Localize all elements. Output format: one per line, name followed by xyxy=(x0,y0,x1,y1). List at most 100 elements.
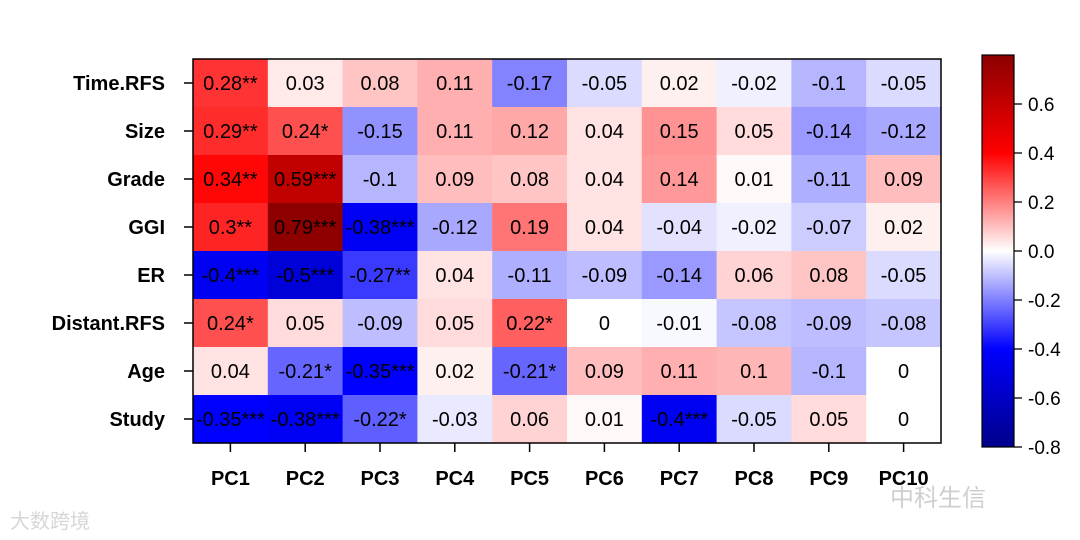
cell-label-r1-c7: 0.05 xyxy=(735,121,774,143)
cell-label-r2-c1: 0.59*** xyxy=(274,169,336,191)
heatmap-cell-r2-c3 xyxy=(417,155,493,204)
heatmap-cell-r0-c7 xyxy=(716,59,792,108)
colorbar: -0.8 -0.6 -0.4 -0.2 0.0 0.2 0.4 0.6 xyxy=(981,54,1061,459)
heatmap-cell-r1-c0 xyxy=(193,107,269,156)
cell-label-r2-c9: 0.09 xyxy=(884,169,923,191)
cell-label-r4-c0: -0.4*** xyxy=(201,265,259,287)
cell-label-r3-c9: 0.02 xyxy=(884,217,923,239)
heatmap-cell-r6-c8 xyxy=(791,347,867,396)
cell-label-r7-c0: -0.35*** xyxy=(196,409,265,431)
cell-label-r7-c3: -0.03 xyxy=(432,409,478,431)
heatmap-cell-r5-c7 xyxy=(716,299,792,348)
cell-label-r6-c2: -0.35*** xyxy=(346,361,415,383)
heatmap-cell-r5-c0 xyxy=(193,299,269,348)
cell-label-r7-c1: -0.38*** xyxy=(271,409,340,431)
cell-label-r4-c1: -0.5*** xyxy=(276,265,334,287)
row-label-2: Grade xyxy=(107,169,165,191)
heatmap-cell-r2-c4 xyxy=(492,155,568,204)
col-label-9: PC10 xyxy=(879,468,929,490)
cell-label-r4-c8: 0.08 xyxy=(809,265,848,287)
col-label-3: PC4 xyxy=(435,468,475,490)
colorbar-gradient xyxy=(981,54,1015,448)
cell-label-r0-c1: 0.03 xyxy=(286,73,325,95)
cell-label-r4-c4: -0.11 xyxy=(508,265,552,287)
heatmap-cell-r6-c0 xyxy=(193,347,269,396)
cell-label-r1-c3: 0.11 xyxy=(436,121,473,143)
cell-label-r6-c8: -0.1 xyxy=(812,361,846,383)
cell-label-r7-c6: -0.4*** xyxy=(650,409,708,431)
heatmap-cell-r2-c6 xyxy=(641,155,718,204)
row-label-6: Age xyxy=(127,361,165,383)
cell-label-r0-c0: 0.28** xyxy=(203,73,258,95)
cell-label-r3-c6: -0.04 xyxy=(656,217,702,239)
col-label-6: PC7 xyxy=(660,468,699,490)
cell-label-r5-c1: 0.05 xyxy=(286,313,325,335)
heatmap-cell-r6-c6 xyxy=(641,347,718,396)
heatmap-cell-r1-c4 xyxy=(492,107,568,156)
cell-label-r5-c2: -0.09 xyxy=(357,313,403,335)
cell-label-r2-c5: 0.04 xyxy=(585,169,624,191)
heatmap-cell-r3-c0 xyxy=(193,203,269,252)
cell-label-r3-c0: 0.3** xyxy=(209,217,253,239)
cell-label-r7-c4: 0.06 xyxy=(510,409,549,431)
heatmap-cell-r5-c4 xyxy=(492,299,568,348)
row-label-1: Size xyxy=(125,121,165,143)
row-label-7: Study xyxy=(109,409,165,431)
cell-label-r2-c8: -0.11 xyxy=(807,169,851,191)
cell-label-r1-c9: -0.12 xyxy=(881,121,927,143)
heatmap-cell-r3-c4 xyxy=(492,203,568,252)
cell-label-r6-c1: -0.21* xyxy=(279,361,333,383)
heatmap-cell-r7-c2 xyxy=(342,395,418,444)
col-label-1: PC2 xyxy=(286,468,325,490)
heatmap-cell-r6-c4 xyxy=(492,347,568,396)
cell-label-r5-c9: -0.08 xyxy=(881,313,927,335)
heatmap-cell-r2-c2 xyxy=(342,155,418,204)
heatmap-cell-r0-c5 xyxy=(567,59,643,108)
heatmap-cell-r0-c1 xyxy=(267,59,344,108)
heatmap-cell-r6-c1 xyxy=(267,347,344,396)
cell-label-r2-c3: 0.09 xyxy=(435,169,474,191)
cell-label-r4-c6: -0.14 xyxy=(656,265,702,287)
cell-label-r3-c5: 0.04 xyxy=(585,217,624,239)
colorbar-tick-label-2: -0.4 xyxy=(1028,340,1061,361)
heatmap-cell-r5-c6 xyxy=(641,299,718,348)
heatmap-cell-r1-c3 xyxy=(417,107,493,156)
heatmap-cell-r7-c3 xyxy=(417,395,493,444)
cell-label-r3-c4: 0.19 xyxy=(510,217,549,239)
heatmap-cell-r0-c8 xyxy=(791,59,867,108)
col-label-5: PC6 xyxy=(585,468,624,490)
cell-label-r7-c2: -0.22* xyxy=(353,409,407,431)
colorbar-tick-label-3: -0.2 xyxy=(1028,291,1061,312)
column-axis: PC1 PC2 PC3 PC4 PC5 PC6 PC7 PC8 PC9 PC10 xyxy=(211,443,929,490)
cell-label-r2-c6: 0.14 xyxy=(660,169,699,191)
cell-label-r5-c4: 0.22* xyxy=(506,313,553,335)
cell-label-r5-c7: -0.08 xyxy=(731,313,777,335)
heatmap-cell-r1-c7 xyxy=(716,107,792,156)
col-label-4: PC5 xyxy=(510,468,549,490)
heatmap-cell-r6-c5 xyxy=(567,347,643,396)
heatmap-cell-r2-c1 xyxy=(267,155,344,204)
cell-label-r0-c7: -0.02 xyxy=(731,73,777,95)
heatmap-cell-r6-c9 xyxy=(866,347,942,396)
cell-label-r0-c4: -0.17 xyxy=(507,73,553,95)
colorbar-tick-label-1: -0.6 xyxy=(1028,389,1061,410)
cell-label-r1-c6: 0.15 xyxy=(660,121,699,143)
colorbar-tick-label-7: 0.6 xyxy=(1028,95,1054,116)
heatmap-cell-r1-c6 xyxy=(641,107,718,156)
heatmap-cell-r7-c6 xyxy=(641,395,718,444)
heatmap-cell-r4-c7 xyxy=(716,251,792,300)
cell-label-r0-c3: 0.11 xyxy=(436,73,473,95)
cell-label-r1-c2: -0.15 xyxy=(357,121,403,143)
heatmap-cell-r3-c3 xyxy=(417,203,493,252)
cell-label-r7-c5: 0.01 xyxy=(585,409,624,431)
colorbar-tick-label-4: 0.0 xyxy=(1028,242,1054,263)
heatmap-cells xyxy=(193,59,942,444)
colorbar-tick-label-5: 0.2 xyxy=(1028,193,1054,214)
cell-label-r4-c2: -0.27** xyxy=(349,265,410,287)
heatmap-cell-r7-c8 xyxy=(791,395,867,444)
cell-label-r7-c8: 0.05 xyxy=(809,409,848,431)
cell-label-r0-c5: -0.05 xyxy=(582,73,628,95)
heatmap-cell-r0-c0 xyxy=(193,59,269,108)
heatmap-cell-r2-c0 xyxy=(193,155,269,204)
